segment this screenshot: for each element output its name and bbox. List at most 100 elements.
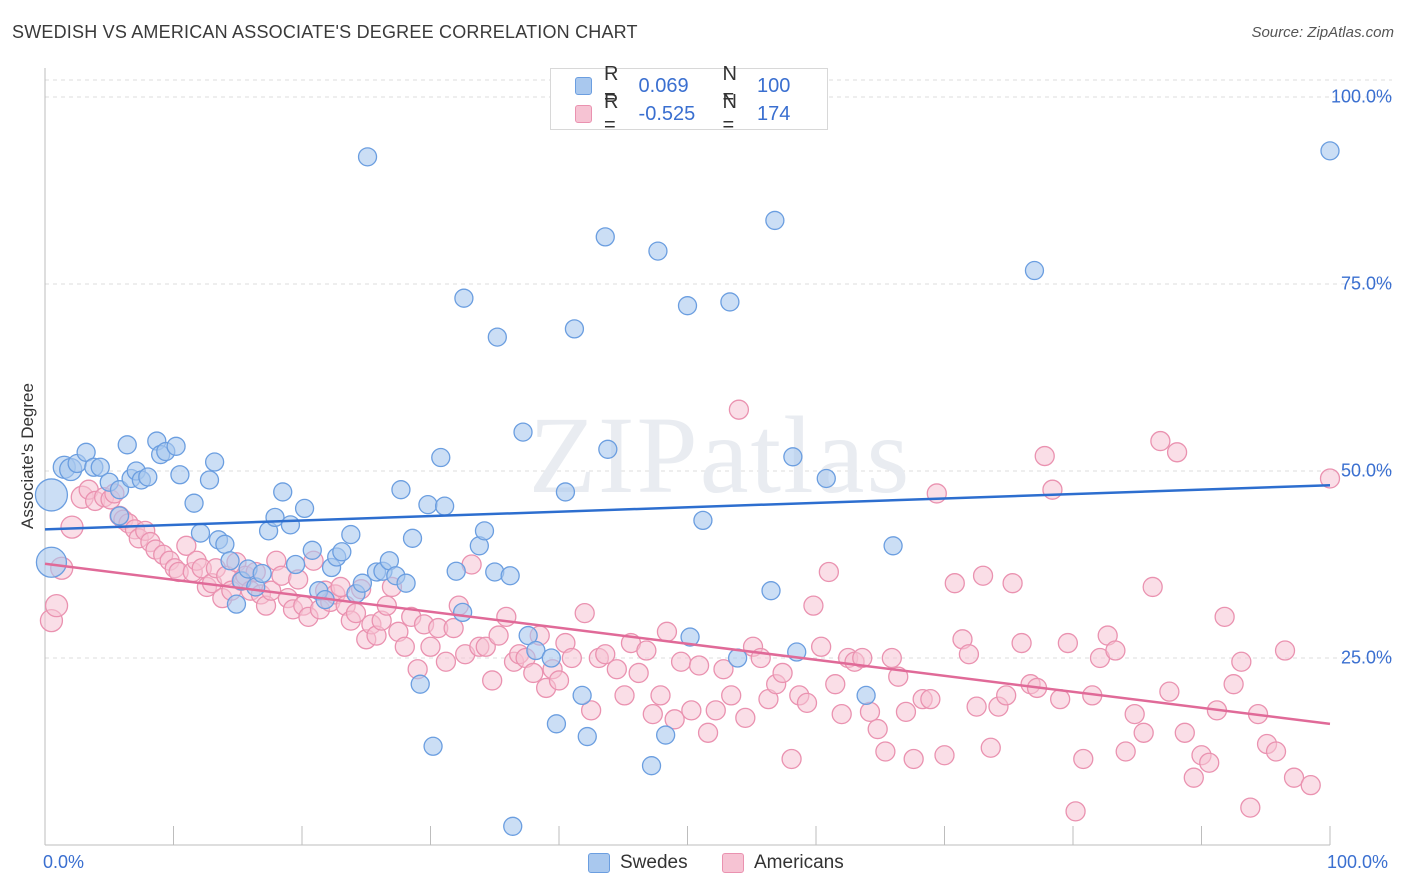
americans-point xyxy=(1283,767,1305,788)
americans-point xyxy=(548,670,570,691)
americans-point xyxy=(650,685,671,706)
swedes-point xyxy=(252,563,272,584)
americans-point xyxy=(1057,632,1079,654)
americans-point xyxy=(1105,640,1126,661)
americans-point xyxy=(825,674,846,695)
americans-point xyxy=(475,636,496,657)
americans-point xyxy=(614,685,635,706)
swedes-swatch xyxy=(575,77,593,95)
x-tick-label-min: 0.0% xyxy=(43,852,85,872)
swedes-point xyxy=(474,521,495,541)
swedes-point xyxy=(500,566,520,586)
americans-point xyxy=(803,595,824,616)
n-value: 100 xyxy=(757,74,791,97)
americans-point xyxy=(1115,741,1136,762)
americans-point xyxy=(1159,681,1180,702)
x-tick-label-max: 100.0% xyxy=(1327,852,1389,872)
swedes-point xyxy=(391,480,411,500)
y-tick-label: 50.0% xyxy=(1340,460,1392,481)
n-label: N = xyxy=(722,91,737,136)
americans-swatch xyxy=(575,105,593,123)
swedes-point xyxy=(109,480,130,500)
swedes-point xyxy=(423,736,443,756)
americans-point xyxy=(859,701,881,723)
americans-point xyxy=(875,741,896,762)
americans-point xyxy=(488,625,509,646)
americans-point xyxy=(176,535,197,556)
swedes-point xyxy=(280,515,301,535)
axes xyxy=(44,68,1331,846)
americans-point xyxy=(934,745,955,766)
legend-row-swedes: R = 0.069 N = 100 xyxy=(575,63,827,108)
y-axis-label: Associate's Degree xyxy=(18,383,37,529)
americans-point xyxy=(636,640,657,661)
americans-point xyxy=(1300,775,1321,796)
swedes-point xyxy=(184,493,204,513)
swedes-point xyxy=(273,482,293,502)
swedes-point xyxy=(170,465,190,485)
swedes-point xyxy=(204,452,225,472)
americans-point xyxy=(796,692,818,714)
swedes-point xyxy=(720,292,740,312)
swedes-point xyxy=(564,319,585,339)
swedes-point xyxy=(572,685,592,706)
americans-point xyxy=(628,662,649,684)
americans-point xyxy=(810,636,832,657)
legend-item-americans[interactable]: Americans xyxy=(722,852,844,874)
americans-point xyxy=(670,651,692,672)
americans-swatch xyxy=(722,853,744,873)
americans-point xyxy=(656,621,678,642)
americans-point xyxy=(772,662,793,684)
y-tick-label: 100.0% xyxy=(1330,86,1392,107)
swedes-point xyxy=(90,457,110,477)
r-label: R = xyxy=(604,63,619,108)
swedes-point xyxy=(138,467,158,487)
americans-point xyxy=(735,707,756,728)
americans-point xyxy=(1050,688,1071,710)
swedes-points xyxy=(34,141,1340,836)
series-legend: Swedes Americans xyxy=(0,852,1406,878)
americans-point xyxy=(1124,703,1145,725)
americans-point xyxy=(1073,748,1094,770)
americans-point xyxy=(496,606,517,628)
trend-lines xyxy=(44,483,1331,726)
r-value: -0.525 xyxy=(638,102,696,125)
americans-point xyxy=(561,647,582,669)
r-value: 0.069 xyxy=(638,74,689,97)
americans-point xyxy=(1133,722,1154,743)
legend-item-swedes[interactable]: Swedes xyxy=(588,852,688,874)
americans-point xyxy=(1011,632,1032,654)
swedes-point xyxy=(294,498,315,519)
americans-point xyxy=(831,703,852,725)
americans-point xyxy=(664,709,685,730)
swedes-point xyxy=(856,685,876,706)
swedes-point xyxy=(35,546,68,578)
n-label: N = xyxy=(722,63,737,108)
swedes-point xyxy=(418,495,438,515)
y-tick-label: 75.0% xyxy=(1340,273,1392,294)
swedes-point xyxy=(410,674,430,694)
swedes-swatch xyxy=(588,853,610,873)
americans-point xyxy=(944,573,965,594)
swedes-point xyxy=(677,296,698,316)
americans-point xyxy=(482,670,503,691)
swedes-point xyxy=(285,554,306,575)
swedes-point xyxy=(357,147,378,167)
swedes-point xyxy=(396,573,416,593)
swedes-point xyxy=(352,573,373,593)
americans-point xyxy=(1214,606,1235,628)
americans-point xyxy=(681,700,702,721)
swedes-point xyxy=(598,439,618,459)
swedes-point xyxy=(546,714,567,734)
americans-point xyxy=(1150,430,1171,452)
swedes-point xyxy=(226,594,247,614)
americans-point xyxy=(888,666,909,687)
americans-point xyxy=(1166,442,1188,463)
americans-point xyxy=(642,703,663,725)
americans-point xyxy=(394,636,415,657)
americans-point xyxy=(1042,479,1063,500)
americans-point xyxy=(721,685,742,706)
americans-point xyxy=(903,748,924,770)
swedes-point xyxy=(34,478,69,512)
swedes-point xyxy=(518,625,538,646)
